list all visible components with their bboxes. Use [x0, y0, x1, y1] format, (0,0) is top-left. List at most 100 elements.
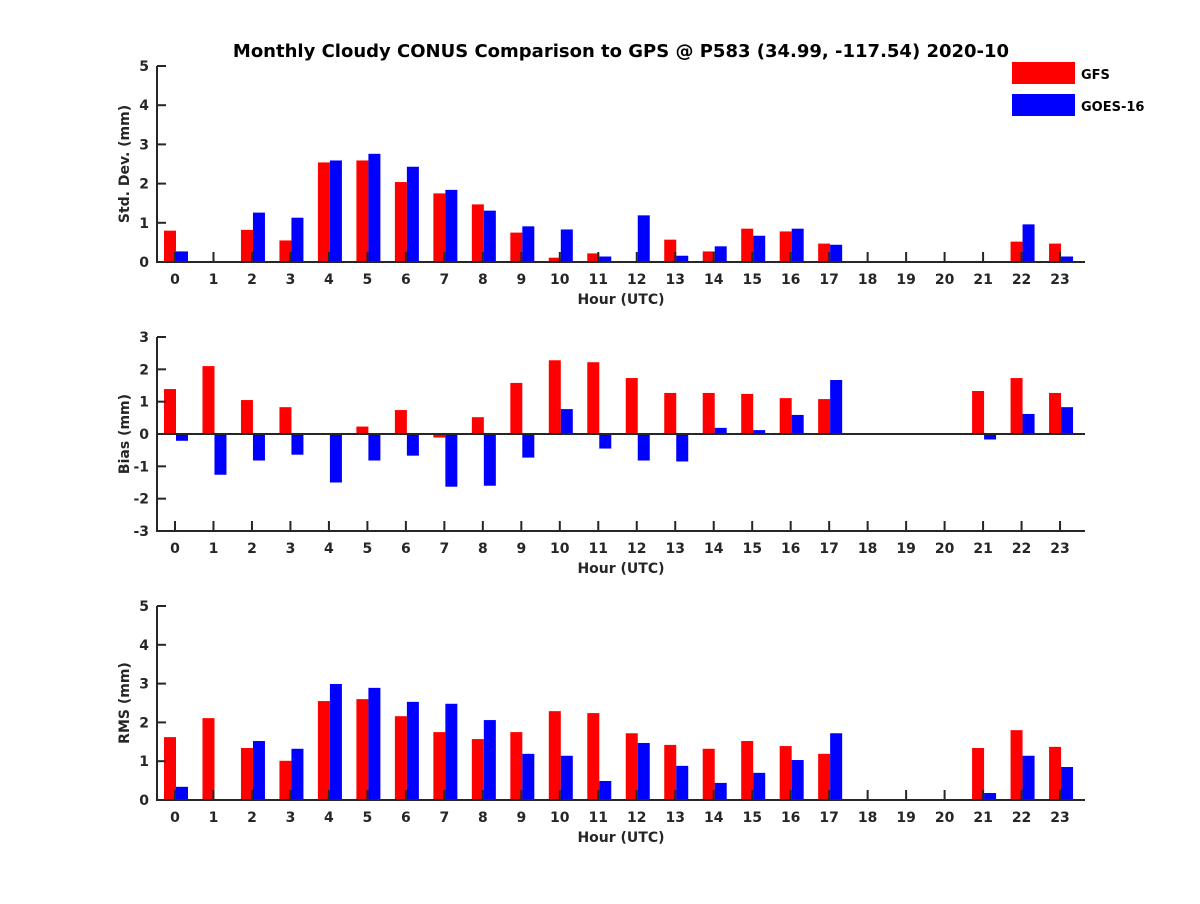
legend-label-gfs: GFS: [1081, 68, 1110, 83]
bar-rms-goes-16-2: [252, 741, 265, 800]
bar-bias-goes-16-16: [791, 414, 804, 434]
bar-rms-goes-16-9: [522, 753, 535, 800]
bar-rms-goes-16-17: [830, 733, 843, 800]
bar-rms-gfs-8: [471, 739, 484, 800]
bar-bias-goes-16-23: [1061, 407, 1074, 434]
bar-rms-gfs-6: [394, 716, 407, 800]
y-tick-label: 5: [139, 599, 149, 615]
bar-rms-gfs-23: [1049, 746, 1062, 800]
bar-rms-goes-16-23: [1061, 767, 1074, 800]
x-tick-label: 8: [478, 272, 488, 288]
x-tick-label: 20: [935, 541, 955, 557]
x-tick-label: 21: [973, 810, 992, 826]
bar-rms-goes-16-10: [560, 755, 573, 800]
legend-label-goes-16: GOES-16: [1081, 100, 1144, 115]
bar-stddev-goes-16-0: [176, 251, 188, 262]
x-tick-label: 3: [286, 541, 296, 557]
bar-stddev-goes-16-17: [830, 244, 843, 262]
x-tick-label: 16: [781, 541, 800, 557]
x-tick-label: 15: [742, 541, 761, 557]
x-tick-label: 1: [209, 810, 219, 826]
x-tick-label: 22: [1012, 541, 1031, 557]
x-tick-label: 23: [1050, 541, 1069, 557]
bar-stddev-goes-16-23: [1061, 256, 1074, 262]
bar-bias-goes-16-4: [329, 434, 342, 483]
bar-stddev-goes-16-14: [714, 246, 727, 262]
y-tick-label: 3: [139, 677, 149, 693]
bar-rms-gfs-11: [587, 713, 600, 800]
y-tick-label: 2: [139, 177, 149, 193]
bar-rms-gfs-3: [279, 760, 292, 800]
bar-bias-goes-16-9: [522, 434, 535, 458]
bar-stddev-goes-16-11: [599, 256, 612, 262]
x-tick-label: 13: [665, 272, 684, 288]
bar-rms-gfs-17: [818, 753, 831, 800]
bar-bias-gfs-13: [664, 392, 677, 434]
y-axis-label: Bias (mm): [117, 394, 133, 474]
bar-bias-goes-16-22: [1022, 413, 1035, 434]
y-axis-label: RMS (mm): [117, 662, 133, 744]
bar-bias-goes-16-15: [753, 430, 766, 434]
bar-bias-goes-16-14: [714, 427, 727, 434]
y-tick-label: 3: [139, 330, 149, 346]
bar-stddev-goes-16-22: [1022, 224, 1035, 262]
bar-bias-goes-16-2: [252, 434, 265, 461]
y-tick-label: 0: [139, 427, 149, 443]
bar-bias-gfs-9: [510, 382, 523, 434]
x-tick-label: 18: [858, 810, 877, 826]
x-axis-label: Hour (UTC): [577, 830, 664, 846]
x-tick-label: 20: [935, 272, 955, 288]
x-tick-label: 17: [819, 541, 838, 557]
bar-rms-goes-16-7: [445, 703, 458, 800]
x-tick-label: 8: [478, 810, 488, 826]
bar-stddev-goes-16-15: [753, 235, 766, 262]
y-tick-label: 2: [139, 715, 149, 731]
x-tick-label: 11: [589, 272, 608, 288]
bar-rms-goes-16-12: [637, 742, 650, 800]
y-tick-label: 4: [139, 98, 149, 114]
legend-swatch-goes-16: [1012, 94, 1075, 116]
x-tick-label: 16: [781, 272, 800, 288]
y-tick-label: 1: [139, 754, 149, 770]
x-axis-label: Hour (UTC): [577, 292, 664, 308]
chart-title: Monthly Cloudy CONUS Comparison to GPS @…: [233, 41, 1009, 62]
legend-swatch-gfs: [1012, 62, 1075, 84]
x-tick-label: 7: [439, 541, 449, 557]
bar-bias-gfs-6: [394, 410, 407, 434]
bar-bias-gfs-2: [240, 400, 253, 434]
x-tick-label: 19: [896, 272, 915, 288]
x-tick-label: 2: [247, 272, 257, 288]
x-tick-label: 23: [1050, 810, 1069, 826]
x-tick-label: 5: [363, 272, 373, 288]
y-tick-label: 1: [139, 216, 149, 232]
x-tick-label: 14: [704, 541, 724, 557]
x-tick-label: 3: [286, 810, 296, 826]
bar-stddev-gfs-3: [279, 240, 292, 262]
x-tick-label: 15: [742, 272, 761, 288]
y-tick-label: 5: [139, 59, 149, 75]
bar-bias-gfs-8: [471, 417, 484, 434]
x-tick-label: 4: [324, 541, 334, 557]
bar-stddev-goes-16-16: [791, 228, 804, 262]
bar-bias-gfs-14: [702, 392, 715, 434]
bar-bias-goes-16-3: [291, 434, 304, 455]
bar-bias-gfs-16: [779, 398, 792, 434]
x-tick-label: 13: [665, 541, 684, 557]
bar-stddev-goes-16-8: [483, 210, 496, 262]
bar-stddev-gfs-6: [394, 182, 407, 262]
x-tick-label: 7: [439, 272, 449, 288]
bar-bias-goes-16-10: [560, 409, 573, 434]
bar-bias-goes-16-8: [483, 434, 496, 486]
legend: GFS GOES-16: [1012, 62, 1144, 116]
bar-stddev-goes-16-10: [560, 229, 573, 262]
x-tick-label: 1: [209, 541, 219, 557]
bar-stddev-gfs-0: [164, 230, 176, 262]
bar-rms-gfs-9: [510, 732, 523, 800]
x-tick-label: 14: [704, 810, 724, 826]
bar-bias-gfs-1: [202, 366, 215, 434]
bar-rms-gfs-21: [972, 748, 985, 800]
bar-bias-goes-16-0: [176, 434, 188, 441]
y-tick-label: -2: [133, 492, 149, 508]
y-tick-label: 0: [139, 793, 149, 809]
